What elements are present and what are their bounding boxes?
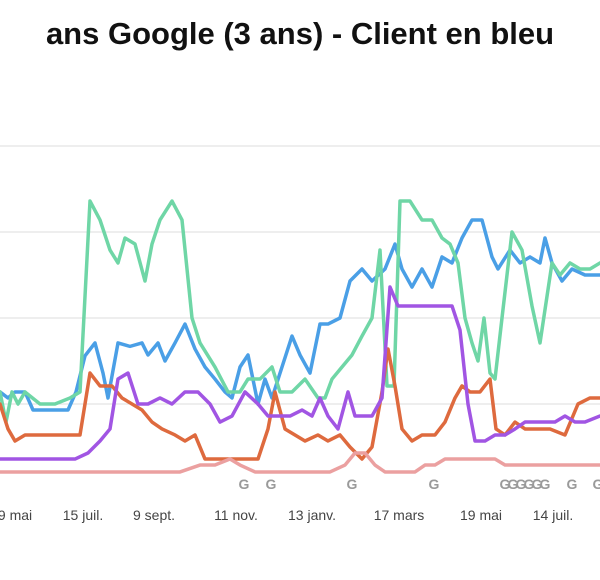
annotation-marker: G [239, 476, 250, 492]
series-layer [0, 199, 600, 474]
annotation-marker: G [266, 476, 277, 492]
annotation-marker: G [516, 476, 527, 492]
x-tick-label: 17 mars [374, 507, 425, 523]
series-line-4 [0, 285, 600, 461]
annotation-marker: G [347, 476, 358, 492]
series-line-1 [0, 218, 600, 412]
x-tick-label: 14 juil. [533, 507, 573, 523]
series-line-5 [0, 451, 600, 474]
x-tick-label: 19 mai [460, 507, 502, 523]
x-axis-ticks: 9 mai 15 juil. 9 sept. 11 nov. 13 janv. 17 ma… [0, 507, 573, 523]
annotation-marker: G [500, 476, 511, 492]
x-tick-label: 15 juil. [63, 507, 103, 523]
grid-lines [0, 145, 600, 405]
series-line-2 [0, 199, 600, 424]
x-tick-label: 11 nov. [214, 507, 258, 523]
x-tick-label: 9 mai [0, 507, 32, 523]
annotation-marker: G [540, 476, 551, 492]
x-tick-label: 9 sept. [133, 507, 175, 523]
x-tick-label: 13 janv. [288, 507, 336, 523]
annotation-marker: G [429, 476, 440, 492]
annotation-marker: G [524, 476, 535, 492]
annotation-marker: G [508, 476, 519, 492]
annotation-marker: G [593, 476, 600, 492]
annotation-marker: G [567, 476, 578, 492]
series-line-3 [0, 347, 600, 461]
chart-title: ans Google (3 ans) - Client en bleu [45, 16, 555, 51]
annotation-marker: G [532, 476, 543, 492]
